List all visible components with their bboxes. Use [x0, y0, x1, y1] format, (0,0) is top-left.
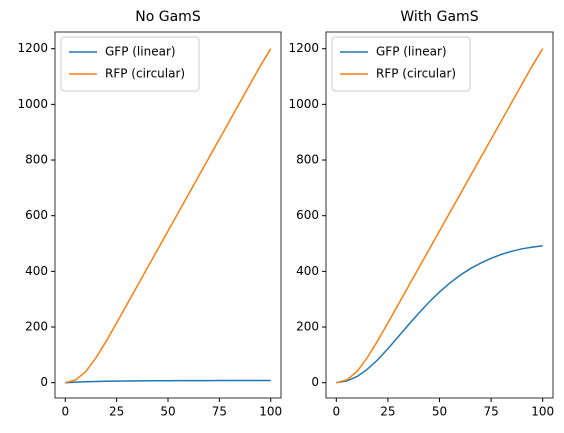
x-tick-label: 25: [380, 405, 395, 419]
x-tick-label: 0: [332, 405, 340, 419]
legend-label: GFP (linear): [105, 45, 176, 59]
x-tick-label: 0: [61, 405, 69, 419]
y-tick-label: 1000: [17, 97, 48, 111]
legend-box: [60, 36, 200, 92]
y-tick-label: 200: [296, 320, 319, 334]
y-tick-label: 0: [40, 375, 48, 389]
x-tick-label: 50: [160, 405, 175, 419]
y-tick-label: 0: [311, 375, 319, 389]
chart-title: No GamS: [135, 9, 201, 25]
legend-box: [331, 36, 471, 92]
data-line: [336, 48, 544, 384]
x-tick-label: 25: [109, 405, 124, 419]
y-tick-label: 200: [25, 320, 48, 334]
legend-label: RFP (circular): [376, 67, 456, 81]
y-tick-label: 600: [296, 208, 319, 222]
data-line: [65, 379, 271, 384]
x-tick-label: 75: [212, 405, 227, 419]
axes-frame: [54, 31, 282, 399]
x-tick-label: 100: [259, 405, 282, 419]
y-tick-label: 600: [25, 208, 48, 222]
chart-title: With GamS: [400, 9, 478, 25]
y-tick-label: 400: [296, 264, 319, 278]
y-tick-label: 1000: [288, 97, 319, 111]
y-tick-label: 1200: [17, 41, 48, 55]
x-tick-label: 75: [483, 405, 498, 419]
data-line: [65, 48, 272, 384]
y-tick-label: 800: [296, 153, 319, 167]
legend-label: RFP (circular): [105, 67, 185, 81]
axes-frame: [325, 31, 554, 399]
y-tick-label: 400: [25, 264, 48, 278]
legend-label: GFP (linear): [376, 45, 447, 59]
y-tick-label: 1200: [288, 41, 319, 55]
data-line: [336, 245, 543, 384]
x-tick-label: 50: [432, 405, 447, 419]
y-tick-label: 800: [25, 153, 48, 167]
x-tick-label: 100: [531, 405, 554, 419]
